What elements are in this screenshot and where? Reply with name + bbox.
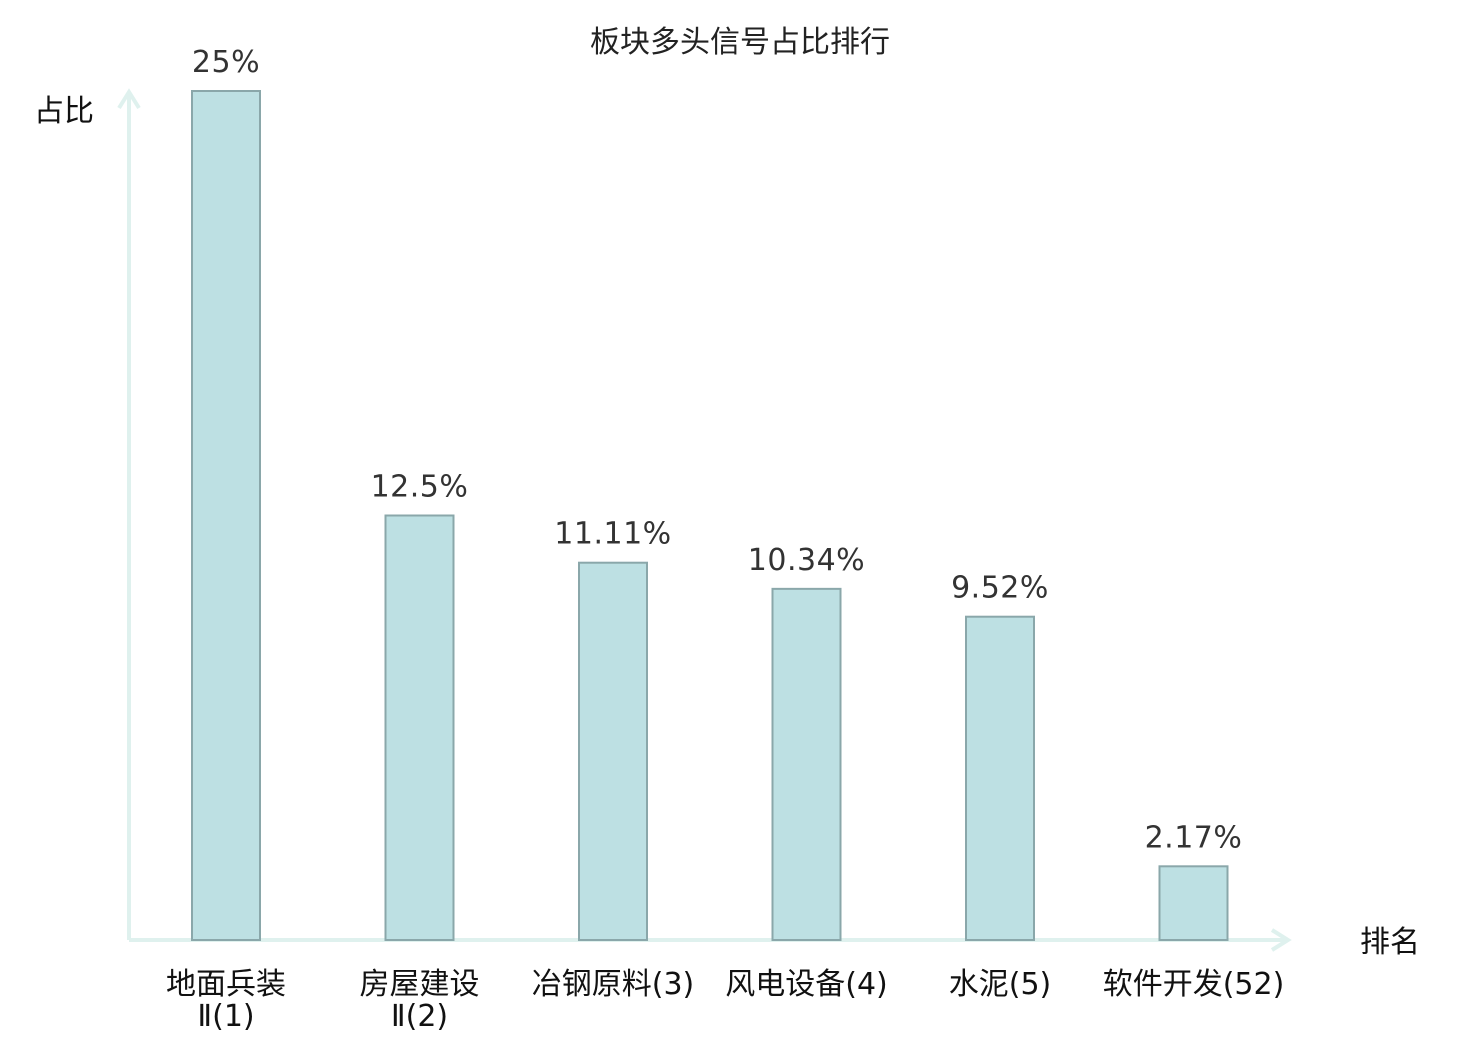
value-label-4: 9.52% <box>951 571 1049 606</box>
x-axis-label: 排名 <box>1360 925 1420 960</box>
bar-1 <box>384 514 455 941</box>
y-axis-label: 占比 <box>34 94 94 129</box>
value-labels-group: 25% 12.5% 11.11% 10.34% 9.52% 2.17% <box>192 45 1243 855</box>
category-label-line2-1: Ⅱ(2) <box>391 999 448 1034</box>
value-label-0: 25% <box>192 45 260 80</box>
bar-5 <box>1158 865 1229 942</box>
bars-group <box>191 90 1229 942</box>
bar-4 <box>965 615 1035 941</box>
value-label-2: 11.11% <box>554 517 671 552</box>
bar-3 <box>771 587 842 941</box>
x-axis-arrow-icon <box>1270 928 1292 952</box>
category-label-4: 水泥(5) <box>949 967 1052 1002</box>
category-label-2: 冶钢原料(3) <box>532 967 695 1002</box>
bar-2 <box>578 561 648 941</box>
category-label-0: 地面兵装 <box>166 967 286 1002</box>
bar-0 <box>191 90 261 941</box>
chart-title: 板块多头信号占比排行 <box>590 25 890 60</box>
category-label-5: 软件开发(52) <box>1103 967 1285 1002</box>
category-label-3: 风电设备(4) <box>725 967 888 1002</box>
value-label-5: 2.17% <box>1145 820 1243 855</box>
value-label-1: 12.5% <box>371 470 469 505</box>
y-axis-arrow-icon <box>117 88 141 110</box>
category-label-line2-0: Ⅱ(1) <box>197 999 254 1034</box>
value-label-3: 10.34% <box>748 543 865 578</box>
category-label-1: 房屋建设 <box>360 967 480 1002</box>
